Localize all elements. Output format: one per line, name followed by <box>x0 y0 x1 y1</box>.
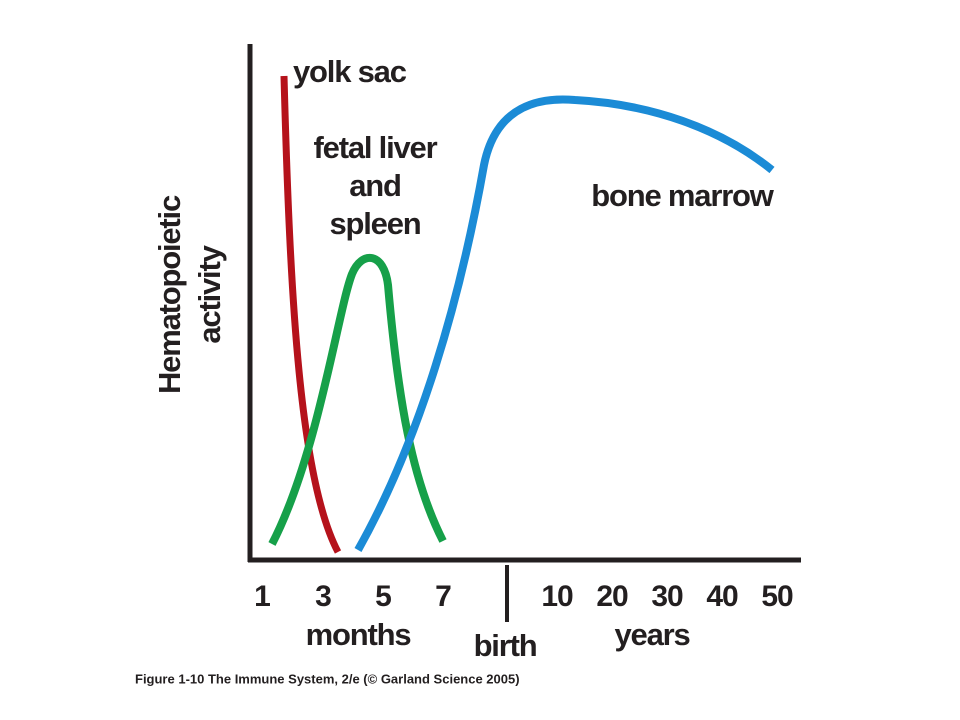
curve-label: spleen <box>329 206 420 241</box>
x-group-label: birth <box>474 628 537 663</box>
x-tick-label: 50 <box>761 580 793 613</box>
fetal-liver-curve <box>268 254 447 546</box>
x-tick-label: 10 <box>541 580 573 613</box>
curve-label: yolk sac <box>293 54 407 89</box>
x-tick-label: 40 <box>706 580 738 613</box>
x-tick-label: 3 <box>315 580 331 613</box>
x-tick-label: 7 <box>435 580 451 613</box>
x-tick-label: 1 <box>254 580 270 613</box>
caption: Figure 1-10 The Immune System, 2/e (© Ga… <box>135 671 520 686</box>
curve-label: bone marrow <box>591 178 775 213</box>
y-axis-label: activity <box>192 244 227 343</box>
x-tick-label: 20 <box>596 580 628 613</box>
curve-label: and <box>349 168 401 203</box>
x-tick-label: 30 <box>651 580 683 613</box>
x-group-label: months <box>306 617 411 652</box>
yolk-sac-curve <box>280 75 342 554</box>
curve-label: fetal liver <box>314 130 438 165</box>
y-axis-label: Hematopoietic <box>152 195 187 394</box>
x-group-label: years <box>614 617 689 652</box>
x-tick-label: 5 <box>375 580 391 613</box>
bone-marrow-curve <box>354 95 775 552</box>
